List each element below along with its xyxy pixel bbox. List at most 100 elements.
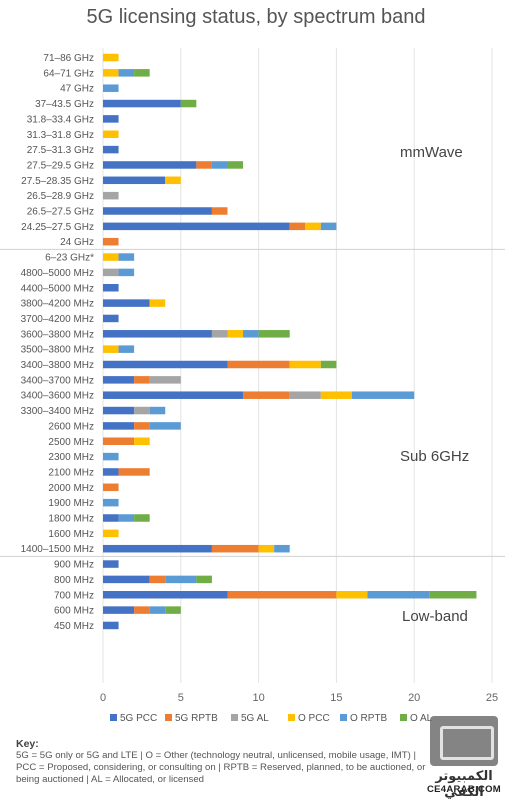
key-note: Key: 5G = 5G only or 5G and LTE | O = Ot… — [16, 738, 436, 786]
bar-segment — [103, 376, 135, 384]
x-tick-label: 20 — [408, 692, 420, 704]
category-label: 3400–3800 MHz — [21, 360, 94, 371]
bar-segment — [134, 406, 150, 415]
category-label: 3300–3400 MHz — [21, 406, 94, 417]
x-tick-label: 15 — [330, 692, 342, 704]
bar-segment — [429, 591, 477, 599]
bar-segment — [134, 437, 150, 445]
bar-segment — [103, 115, 119, 123]
bar-segment — [258, 544, 275, 553]
legend-label: 5G AL — [241, 713, 269, 724]
legend-label: 5G RPTB — [175, 713, 218, 724]
category-label: 700 MHz — [54, 590, 94, 601]
watermark-site: CE4ARAB.COM — [426, 784, 502, 795]
bar-segment — [134, 376, 150, 384]
category-label: 3800–4200 MHz — [21, 299, 94, 310]
bar-segment — [134, 422, 150, 430]
bar-segment — [320, 360, 337, 369]
bar-segment — [289, 222, 306, 231]
bar-segment — [336, 591, 368, 599]
category-label: 64–71 GHz — [43, 68, 94, 79]
bar-segment — [165, 575, 197, 584]
bar-segment — [103, 437, 135, 445]
category-labels: 71–86 GHz 64–71 GHz 47 GHz 37–43.5 GHz 31.8–… — [21, 53, 94, 632]
category-label: 2500 MHz — [48, 437, 94, 448]
category-label: 24.25–27.5 GHz — [21, 222, 94, 233]
bar-segment — [103, 130, 119, 138]
bar-segment — [118, 253, 135, 261]
category-label: 27.5–28.35 GHz — [21, 176, 94, 187]
category-label: 2000 MHz — [48, 483, 94, 494]
bar-segment — [103, 299, 150, 307]
category-label: 26.5–27.5 GHz — [27, 207, 94, 218]
legend-swatch — [288, 714, 295, 721]
bar-segment — [289, 360, 321, 369]
category-label: 4400–5000 MHz — [21, 283, 94, 294]
category-label: 1900 MHz — [48, 498, 94, 509]
key-title: Key: — [16, 738, 39, 750]
region-label-lowband: Low-band — [402, 608, 468, 625]
bar-segment — [103, 391, 244, 399]
category-label: 27.5–31.3 GHz — [27, 145, 94, 156]
category-label: 2100 MHz — [48, 467, 94, 478]
bar-segment — [367, 591, 430, 599]
bar-segment — [149, 575, 166, 584]
bar-segment — [134, 606, 150, 614]
chart-title: 5G licensing status, by spectrum band — [86, 6, 426, 28]
legend-swatch — [340, 714, 347, 721]
category-label: 47 GHz — [60, 84, 94, 95]
bar-segment — [149, 299, 166, 307]
bars — [103, 53, 477, 630]
bar-segment — [103, 452, 119, 461]
category-label: 3400–3700 MHz — [21, 375, 94, 386]
bar-segment — [211, 161, 228, 169]
bar-segment — [118, 345, 135, 353]
bar-segment — [103, 84, 119, 92]
category-label: 3400–3600 MHz — [21, 391, 94, 402]
category-label: 37–43.5 GHz — [35, 99, 94, 110]
category-label: 31.8–33.4 GHz — [27, 114, 94, 125]
region-label-sub6ghz: Sub 6GHz — [400, 448, 469, 465]
legend-swatch — [231, 714, 238, 721]
bar-segment — [103, 145, 119, 154]
bar-segment — [320, 222, 337, 231]
bar-segment — [149, 606, 166, 614]
bar-segment — [103, 222, 290, 231]
bar-segment — [103, 591, 228, 599]
bar-segment — [118, 69, 135, 77]
bar-segment — [227, 161, 244, 169]
legend-label: 5G PCC — [120, 713, 157, 724]
category-label: 1800 MHz — [48, 514, 94, 525]
bar-segment — [118, 514, 135, 522]
bar-segment — [103, 99, 181, 108]
legend-label: O PCC — [298, 713, 330, 724]
legend-label: O RPTB — [350, 713, 388, 724]
bar-segment — [118, 468, 150, 476]
bar-segment — [103, 69, 119, 77]
category-label: 71–86 GHz — [43, 53, 94, 64]
bar-segment — [103, 575, 150, 584]
bar-segment — [103, 514, 119, 522]
bar-segment — [258, 330, 290, 338]
category-label: 1600 MHz — [48, 529, 94, 540]
bar-segment — [103, 253, 119, 261]
category-label: 4800–5000 MHz — [21, 268, 94, 279]
x-tick-labels: 0 5 10 15 20 25 — [100, 692, 498, 704]
watermark-logo: الكمبيوتر الكفي CE4ARAB.COM — [420, 716, 508, 799]
bar-segment — [165, 606, 181, 614]
bar-segment — [103, 529, 119, 538]
category-label: 600 MHz — [54, 606, 94, 617]
bar-segment — [103, 176, 166, 185]
bar-segment — [196, 161, 212, 169]
bar-segment — [351, 391, 415, 399]
bar-segment — [211, 544, 259, 553]
bar-segment — [103, 544, 212, 553]
category-label: 2600 MHz — [48, 421, 94, 432]
legend-swatch — [110, 714, 117, 721]
bar-segment — [103, 560, 119, 568]
bar-segment — [118, 268, 135, 277]
bar-segment — [103, 345, 119, 353]
bar-segment — [211, 330, 228, 338]
key-text: 5G = 5G only or 5G and LTE | O = Other (… — [16, 750, 426, 785]
category-label: 2300 MHz — [48, 452, 94, 463]
